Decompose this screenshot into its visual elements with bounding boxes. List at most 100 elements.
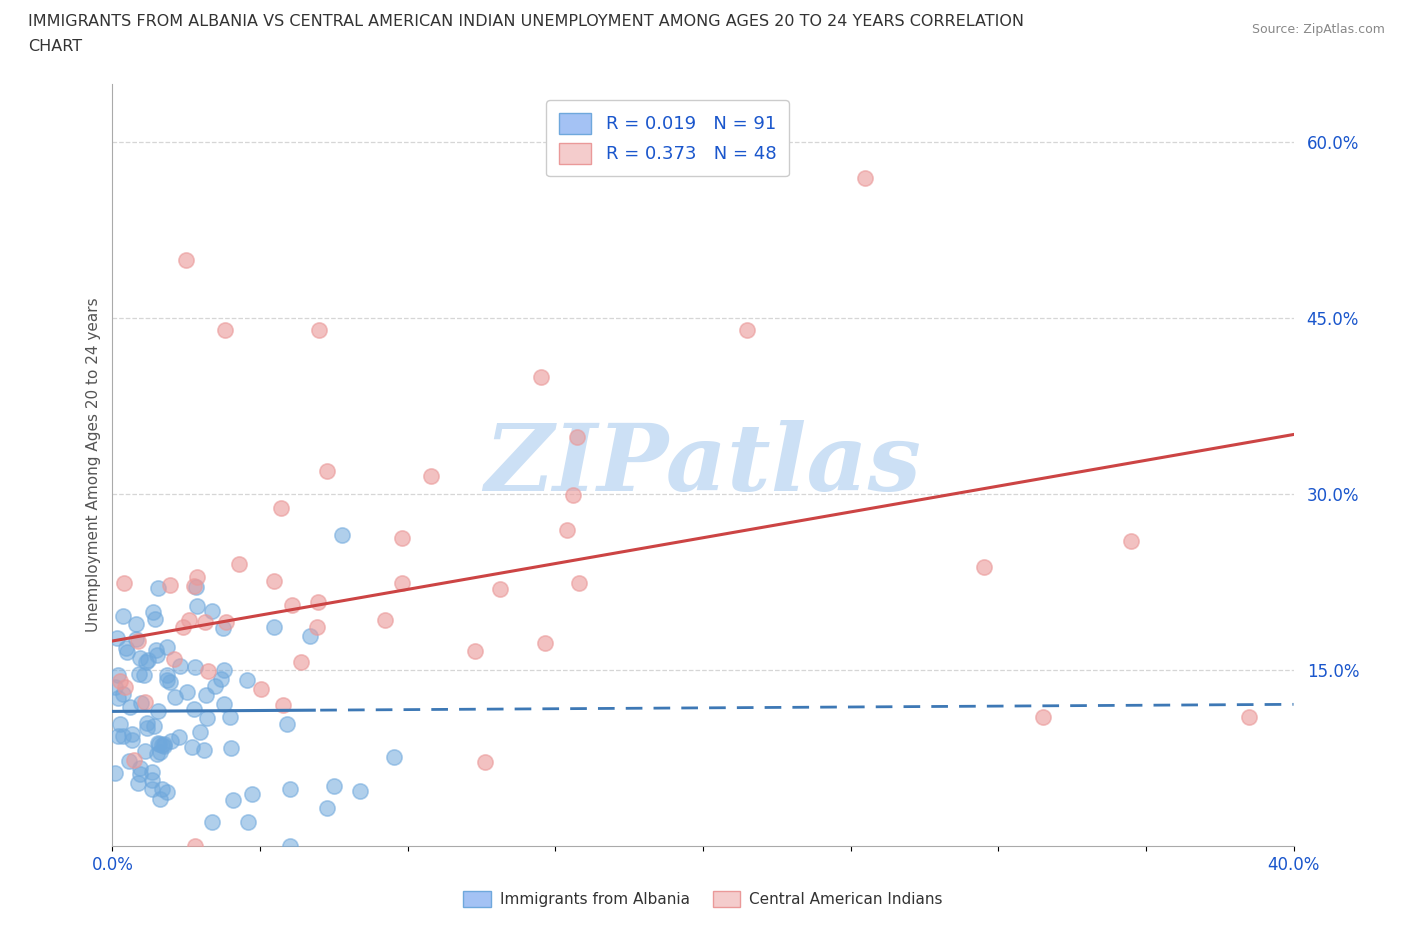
- Point: [163, 652, 186, 667]
- Point: [105, 631, 128, 645]
- Point: [114, 641, 136, 656]
- Point: [201, 815, 224, 830]
- Point: [183, 839, 205, 854]
- Point: [152, 737, 174, 751]
- Point: [141, 772, 163, 787]
- Point: [142, 719, 165, 734]
- Point: [149, 791, 172, 806]
- Point: [330, 527, 353, 542]
- Point: [127, 776, 149, 790]
- Point: [228, 557, 250, 572]
- Text: ZIPatlas: ZIPatlas: [485, 420, 921, 510]
- Point: [290, 655, 312, 670]
- Point: [211, 620, 233, 635]
- Point: [263, 573, 285, 588]
- Point: [108, 673, 131, 688]
- Point: [143, 611, 166, 626]
- Point: [209, 671, 232, 686]
- Point: [180, 740, 202, 755]
- Point: [128, 760, 150, 775]
- Point: [128, 667, 150, 682]
- Point: [212, 662, 235, 677]
- Point: [128, 651, 150, 666]
- Point: [322, 778, 344, 793]
- Point: [111, 728, 134, 743]
- Text: IMMIGRANTS FROM ALBANIA VS CENTRAL AMERICAN INDIAN UNEMPLOYMENT AMONG AGES 20 TO: IMMIGRANTS FROM ALBANIA VS CENTRAL AMERI…: [28, 14, 1024, 29]
- Point: [238, 815, 260, 830]
- Point: [104, 765, 127, 780]
- Point: [129, 767, 152, 782]
- Point: [120, 699, 142, 714]
- Point: [112, 686, 135, 701]
- Point: [172, 619, 194, 634]
- Point: [124, 632, 146, 647]
- Point: [107, 728, 129, 743]
- Point: [142, 604, 165, 619]
- Point: [555, 522, 578, 537]
- Point: [156, 785, 179, 800]
- Point: [118, 754, 141, 769]
- Point: [141, 781, 163, 796]
- Point: [308, 323, 330, 338]
- Point: [149, 744, 172, 759]
- Point: [150, 737, 173, 752]
- Text: CHART: CHART: [28, 39, 82, 54]
- Point: [1119, 534, 1142, 549]
- Point: [529, 369, 551, 384]
- Point: [391, 530, 413, 545]
- Point: [183, 701, 205, 716]
- Point: [125, 617, 148, 631]
- Point: [148, 703, 170, 718]
- Point: [146, 648, 169, 663]
- Point: [186, 579, 208, 594]
- Point: [382, 750, 405, 764]
- Point: [135, 721, 157, 736]
- Point: [315, 800, 337, 815]
- Point: [349, 784, 371, 799]
- Point: [159, 674, 181, 689]
- Point: [107, 668, 129, 683]
- Point: [190, 724, 212, 739]
- Point: [135, 715, 157, 730]
- Point: [141, 764, 163, 779]
- Point: [146, 736, 169, 751]
- Point: [183, 578, 205, 593]
- Point: [263, 619, 285, 634]
- Point: [474, 755, 496, 770]
- Point: [112, 576, 135, 591]
- Point: [855, 170, 877, 185]
- Point: [131, 695, 153, 710]
- Point: [184, 660, 207, 675]
- Point: [201, 604, 224, 618]
- Point: [132, 668, 155, 683]
- Point: [115, 644, 138, 659]
- Point: [195, 688, 218, 703]
- Point: [391, 576, 413, 591]
- Point: [221, 741, 243, 756]
- Point: [179, 613, 201, 628]
- Point: [419, 469, 441, 484]
- Point: [533, 635, 555, 650]
- Point: [156, 672, 179, 687]
- Point: [270, 500, 292, 515]
- Point: [121, 726, 143, 741]
- Point: [135, 655, 157, 670]
- Point: [145, 643, 167, 658]
- Point: [568, 576, 591, 591]
- Point: [167, 729, 190, 744]
- Point: [219, 710, 242, 724]
- Point: [165, 689, 187, 704]
- Point: [194, 615, 217, 630]
- Point: [221, 792, 243, 807]
- Point: [278, 781, 301, 796]
- Point: [236, 672, 259, 687]
- Point: [112, 609, 135, 624]
- Point: [204, 679, 226, 694]
- Point: [108, 717, 131, 732]
- Point: [160, 734, 183, 749]
- Point: [565, 430, 588, 445]
- Point: [316, 463, 339, 478]
- Point: [250, 681, 273, 696]
- Point: [1032, 710, 1054, 724]
- Point: [156, 668, 179, 683]
